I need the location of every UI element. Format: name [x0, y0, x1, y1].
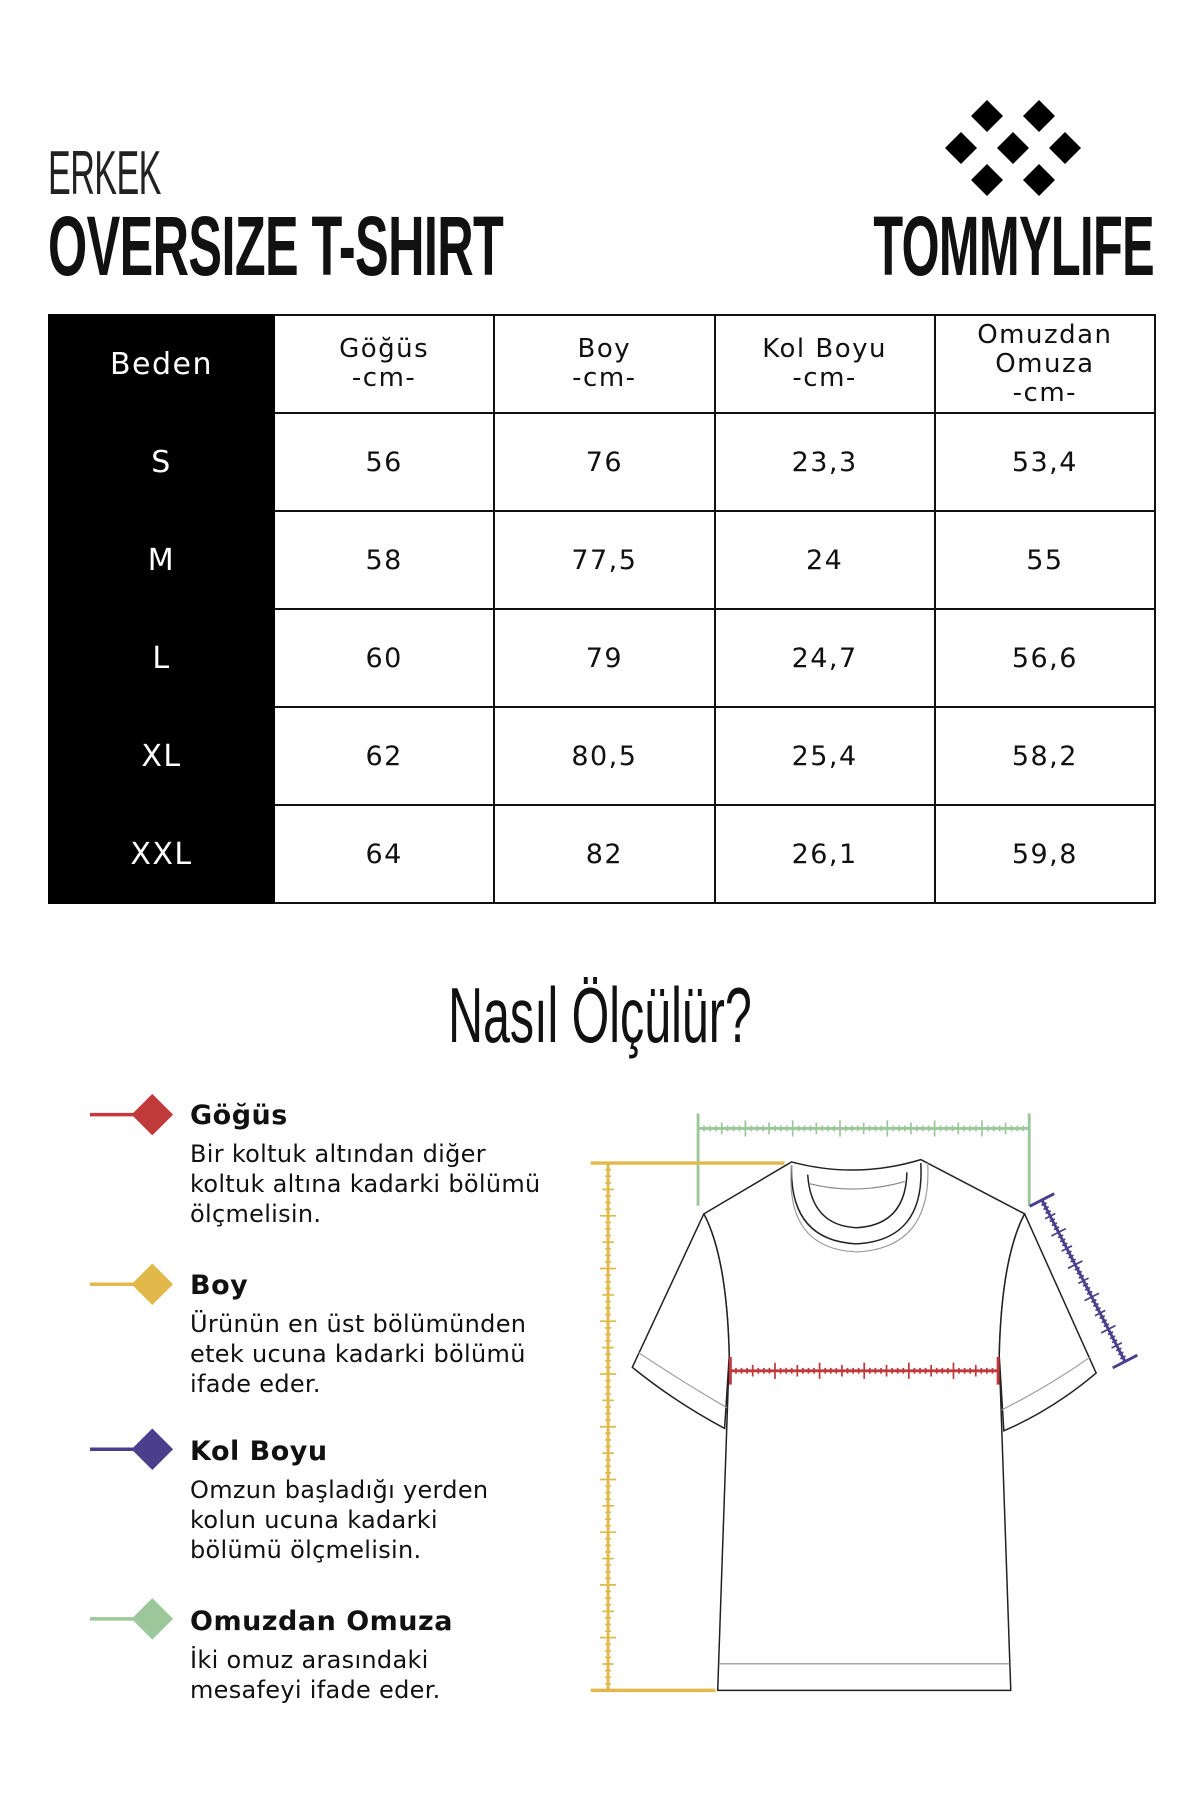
header-unit: -cm-	[792, 363, 857, 393]
value-cell: 64	[272, 804, 496, 904]
value-cell: 80,5	[493, 706, 716, 806]
legend-title: Boy	[190, 1270, 249, 1301]
legend-item: Göğüs Bir koltuk altından diğer koltuk alt…	[190, 1100, 570, 1229]
table-row: XXL 64 82 26,1 59,8	[48, 804, 1157, 904]
column-header-size: Beden	[48, 314, 275, 414]
value-cell: 26,1	[713, 804, 936, 904]
value-cell: 77,5	[493, 510, 716, 610]
legend-description-line: Ürünün en üst bölümünden	[190, 1310, 527, 1338]
legend-description-line: bölümü ölçmelisin.	[190, 1536, 422, 1564]
header-line: Boy	[577, 334, 632, 364]
header-unit: -cm-	[572, 363, 637, 393]
header-line: Göğüs	[339, 334, 430, 364]
guide-heading-wrap: Nasıl Ölçülür?	[0, 970, 1200, 1061]
legend-diamond-icon	[89, 1263, 174, 1305]
table-row: S 56 76 23,3 53,4	[48, 412, 1157, 512]
column-header-length: Boy -cm-	[493, 314, 716, 414]
shoulder-ruler	[697, 1120, 1031, 1137]
size-cell: XL	[48, 706, 275, 806]
header-unit: -cm-	[351, 363, 417, 393]
value-cell: 23,3	[713, 412, 936, 512]
column-header-chest: Göğüs -cm-	[272, 314, 496, 414]
value-cell: 56	[272, 412, 496, 512]
header-line: Beden	[109, 346, 214, 382]
table-row: XL 62 80,5 25,4 58,2	[48, 706, 1157, 806]
legend-description-line: kolun ucuna kadarki	[190, 1506, 438, 1534]
table-row: M 58 77,5 24 55	[48, 510, 1157, 610]
brand-name: TOMMYLIFE	[873, 199, 1154, 293]
size-cell: M	[48, 510, 275, 610]
table-header-row: Beden Göğüs -cm- Boy -cm- Kol Boyu -cm- Omu…	[48, 314, 1157, 414]
header-line: Omuza	[995, 348, 1095, 379]
legend-item: Kol Boyu Omzun başladığı yerden kolun ucun…	[190, 1436, 570, 1565]
value-cell: 56,6	[933, 608, 1157, 708]
size-cell: L	[48, 608, 275, 708]
legend-description-line: Omzun başladığı yerden	[190, 1476, 489, 1504]
legend-description-line: etek ucuna kadarki bölümü	[190, 1340, 526, 1368]
legend-item: Omuzdan Omuza İki omuz arasındaki mesafeyi…	[190, 1606, 570, 1705]
header-line: Kol Boyu	[762, 334, 887, 364]
subtitle: ERKEK	[48, 139, 161, 208]
page-title: OVERSIZE T-SHIRT	[48, 199, 504, 293]
value-cell: 60	[272, 608, 496, 708]
value-cell: 24	[713, 510, 936, 610]
tshirt-outline-icon	[631, 1158, 1098, 1692]
legend-description-line: İki omuz arasındaki	[190, 1646, 429, 1674]
size-table: Beden Göğüs -cm- Boy -cm- Kol Boyu -cm- Omu…	[48, 314, 1157, 904]
legend-description-line: ifade eder.	[190, 1370, 321, 1398]
legend-diamond-icon	[89, 1428, 174, 1470]
legend-title: Göğüs	[190, 1100, 288, 1131]
column-header-sleeve: Kol Boyu -cm-	[713, 314, 936, 414]
brand-logo-icon	[945, 100, 1081, 196]
guide-heading: Nasıl Ölçülür?	[448, 971, 752, 1059]
value-cell: 53,4	[933, 412, 1157, 512]
value-cell: 76	[493, 412, 716, 512]
value-cell: 55	[933, 510, 1157, 610]
size-cell: XXL	[48, 804, 275, 904]
legend-description-line: koltuk altına kadarki bölümü	[190, 1170, 541, 1198]
column-header-shoulder: Omuzdan Omuza -cm-	[933, 314, 1157, 414]
legend-description-line: mesafeyi ifade eder.	[190, 1676, 441, 1704]
value-cell: 25,4	[713, 706, 936, 806]
value-cell: 58	[272, 510, 496, 610]
value-cell: 79	[493, 608, 716, 708]
value-cell: 82	[493, 804, 716, 904]
sleeve-ruler	[1028, 1192, 1138, 1370]
length-ruler	[600, 1162, 617, 1692]
header-line: Omuzdan	[977, 319, 1113, 350]
legend-diamond-icon	[89, 1598, 174, 1640]
header-unit: -cm-	[1012, 377, 1078, 408]
legend-description-line: ölçmelisin.	[190, 1200, 322, 1228]
value-cell: 62	[272, 706, 496, 806]
table-row: L 60 79 24,7 56,6	[48, 608, 1157, 708]
value-cell: 59,8	[933, 804, 1157, 904]
legend-title: Omuzdan Omuza	[190, 1606, 453, 1637]
value-cell: 58,2	[933, 706, 1157, 806]
legend-title: Kol Boyu	[190, 1436, 328, 1467]
legend-description-line: Bir koltuk altından diğer	[190, 1140, 486, 1168]
legend-item: Boy Ürünün en üst bölümünden etek ucuna ka…	[190, 1270, 570, 1399]
value-cell: 24,7	[713, 608, 936, 708]
size-cell: S	[48, 412, 275, 512]
legend-diamond-icon	[89, 1093, 174, 1136]
chest-ruler	[728, 1356, 1000, 1385]
